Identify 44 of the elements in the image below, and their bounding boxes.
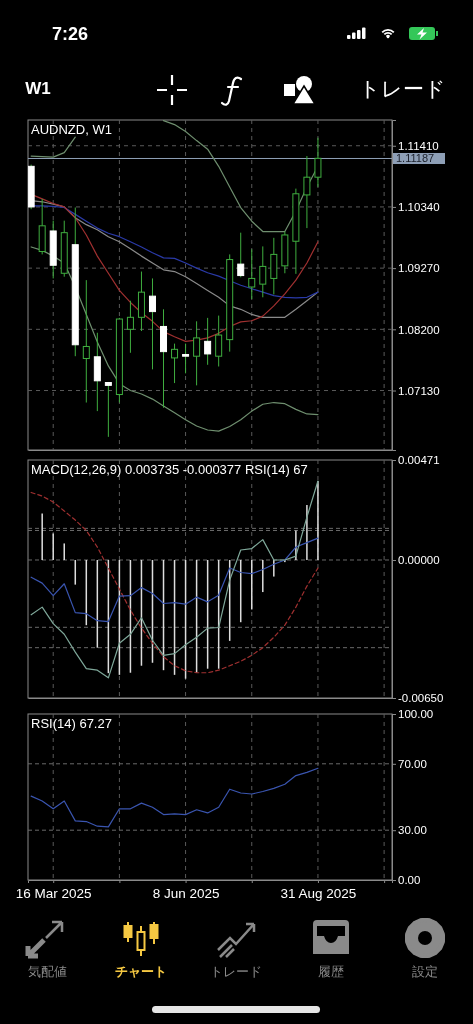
y-tick-label: 1.07130	[398, 384, 440, 397]
candlestick	[126, 300, 134, 354]
chart-title: AUDNZD, W1	[31, 122, 112, 137]
candlestick	[82, 279, 90, 404]
text: 履歴	[318, 964, 344, 979]
x-tick-label: 16 Mar 2025	[15, 886, 92, 902]
text: 7:26	[51, 24, 89, 44]
candlestick	[171, 343, 179, 384]
text: チャート	[115, 964, 167, 979]
candlestick	[104, 381, 112, 438]
line-series	[30, 767, 319, 828]
y-tick-label: 1.09270	[398, 262, 440, 275]
candlestick	[182, 343, 190, 374]
y-tick-label: 70.00	[398, 757, 427, 770]
candlestick	[259, 245, 267, 298]
y-tick-label: 0.00	[398, 874, 421, 887]
text: トレード	[210, 964, 262, 979]
text: トレード	[358, 77, 446, 100]
candlestick	[148, 277, 156, 370]
text: 気配値	[27, 964, 67, 979]
y-tick-label: 1.10340	[398, 201, 440, 214]
chart-title: MACD(12,26,9) 0.003735 -0.000377 RSI(14) 67	[31, 462, 308, 477]
chart-title: RSI(14) 67.27	[31, 716, 112, 731]
candlestick	[193, 320, 201, 386]
y-tick-label: 1.08200	[398, 323, 440, 336]
y-tick-label: 0.00000	[398, 554, 440, 567]
text: W1	[25, 79, 51, 98]
text: 設定	[412, 964, 438, 979]
candlestick	[248, 248, 256, 300]
y-tick-label: 30.00	[398, 824, 427, 837]
line-series	[30, 537, 319, 623]
x-tick-label: 8 Jun 2025	[152, 886, 220, 902]
candlestick	[314, 137, 322, 188]
y-tick-label: -0.00650	[398, 692, 444, 705]
ref-line-label: 1.11187	[396, 152, 435, 165]
line-series	[30, 246, 319, 432]
candlestick	[204, 317, 212, 366]
candlestick	[215, 315, 223, 367]
y-tick-label: 0.00471	[398, 454, 440, 467]
candlestick	[237, 232, 245, 278]
x-tick-label: 31 Aug 2025	[280, 886, 357, 902]
y-tick-label: 100.00	[398, 708, 434, 721]
y-tick-label: 1.11410	[398, 139, 439, 152]
candlestick	[303, 155, 311, 229]
